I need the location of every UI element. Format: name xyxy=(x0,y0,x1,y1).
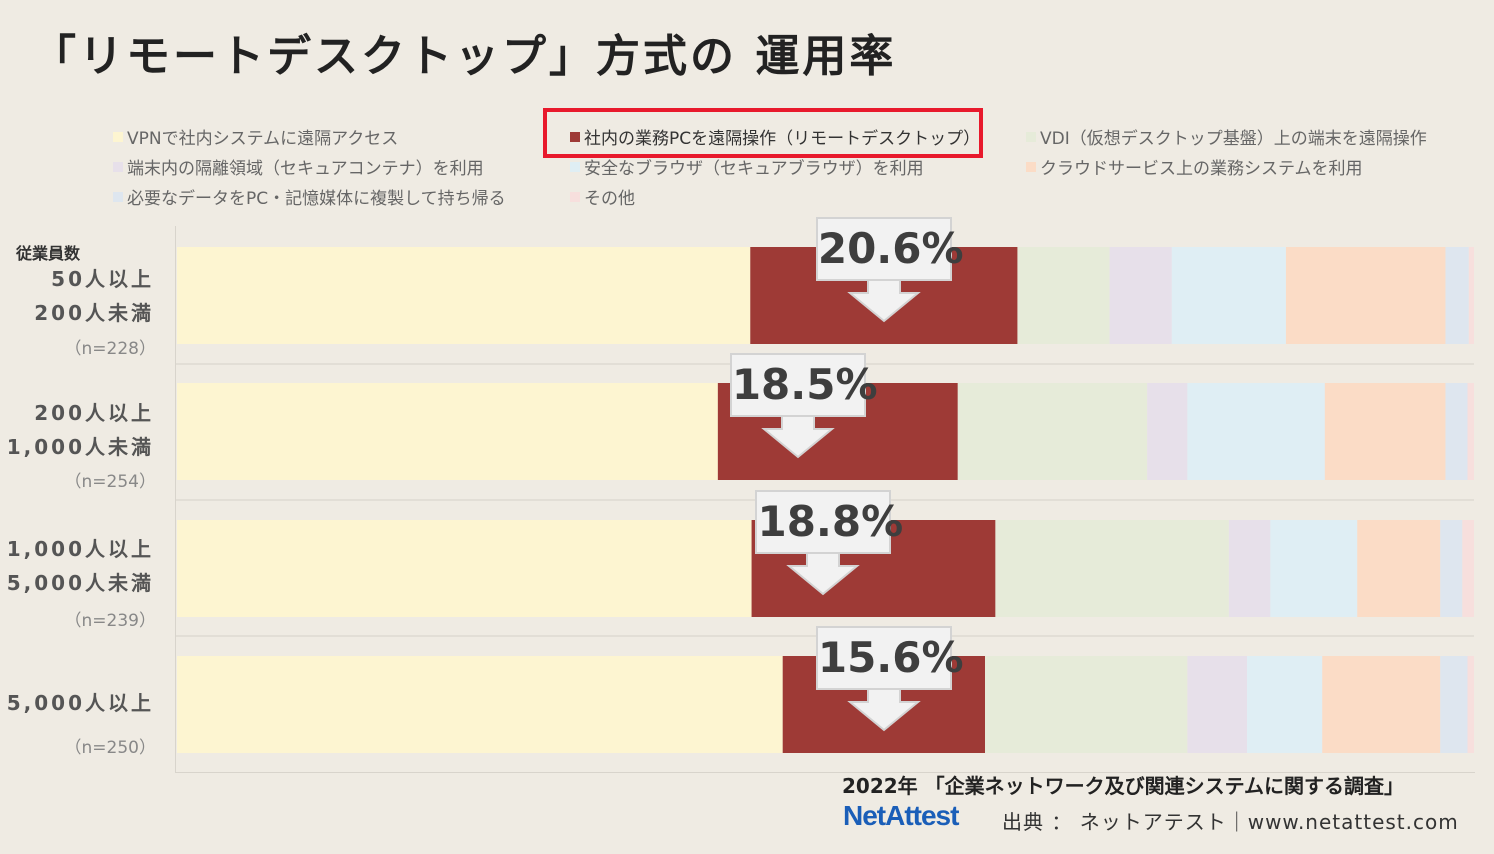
bar-segment xyxy=(1147,383,1188,480)
bar-segment xyxy=(1324,383,1446,480)
legend-label: その他 xyxy=(584,189,635,209)
bar-segment xyxy=(1228,520,1271,617)
category-line: 5,000人以上 xyxy=(6,691,154,715)
netattest-logo: NetAttest xyxy=(843,800,959,831)
legend-item-vpn: VPNで社内システムに遠隔アクセス xyxy=(113,124,398,149)
bar-segment xyxy=(985,656,1188,753)
legend-highlight-box xyxy=(543,108,983,158)
source-credit: 出典 ： ネットアテスト｜www.netattest.com xyxy=(1002,810,1459,834)
category-label: 1,000人以上 5,000人未満 xyxy=(7,532,154,600)
plot-area xyxy=(175,226,1475,773)
bar-segment xyxy=(1187,383,1325,480)
bar-segment xyxy=(1109,247,1172,344)
legend-swatch xyxy=(113,131,123,142)
bar-segment xyxy=(1445,247,1469,344)
survey-title: 2022年 「企業ネットワーク及び関連システムに関する調査」 xyxy=(842,774,1405,798)
bar-segment xyxy=(1187,656,1248,753)
category-line: 1,000人未満 xyxy=(6,435,154,459)
callout-value: 15.6% xyxy=(815,626,964,690)
legend-label: 社内の業務PCを遠隔操作（リモートデスクトップ） xyxy=(584,129,981,149)
category-label: 5,000人以上 xyxy=(7,686,154,720)
bar-segment xyxy=(1017,247,1110,344)
sample-size: （n=250） xyxy=(64,738,156,758)
legend-label: VDI（仮想デスクトップ基盤）上の端末を遠隔操作 xyxy=(1040,129,1427,149)
category-line: 5,000人未満 xyxy=(6,571,154,595)
bar-segment xyxy=(1467,383,1474,480)
category-line: 200人以上 xyxy=(34,401,154,425)
category-line: 200人未満 xyxy=(34,301,154,325)
legend-swatch xyxy=(1026,131,1036,142)
legend-item-other: その他 xyxy=(570,184,635,209)
category-line: 50人以上 xyxy=(51,267,154,291)
legend-label: 安全なブラウザ（セキュアブラウザ）を利用 xyxy=(584,159,924,179)
bar-segment xyxy=(1445,383,1468,480)
sample-size: （n=228） xyxy=(64,339,156,359)
value-callout: 20.6% xyxy=(815,217,964,323)
legend-item-secure-container: 端末内の隔離領域（セキュアコンテナ）を利用 xyxy=(113,154,484,179)
legend-item-secure-browser: 安全なブラウザ（セキュアブラウザ）を利用 xyxy=(570,154,924,179)
bar-segment xyxy=(1171,247,1286,344)
value-callout: 18.5% xyxy=(729,353,878,459)
legend-item-copy-data: 必要なデータをPC・記憶媒体に複製して持ち帰る xyxy=(113,184,506,209)
bar-segment xyxy=(1357,520,1441,617)
bar-segment xyxy=(1285,247,1446,344)
chart-title: 「リモートデスクトップ」方式の 運用率 xyxy=(32,31,897,82)
legend-swatch xyxy=(1026,161,1036,172)
legend-label: クラウドサービス上の業務システムを利用 xyxy=(1040,159,1363,179)
bar-segment xyxy=(1468,247,1474,344)
bar-segment xyxy=(1462,520,1474,617)
legend-item-cloud: クラウドサービス上の業務システムを利用 xyxy=(1026,154,1363,179)
legend-label: 必要なデータをPC・記憶媒体に複製して持ち帰る xyxy=(127,189,506,209)
legend-item-vdi: VDI（仮想デスクトップ基盤）上の端末を遠隔操作 xyxy=(1026,124,1427,149)
legend-swatch xyxy=(570,161,580,172)
value-callout: 18.8% xyxy=(755,490,903,596)
legend-label: VPNで社内システムに遠隔アクセス xyxy=(127,129,399,149)
callout-value: 18.5% xyxy=(729,353,878,417)
legend: VPNで社内システムに遠隔アクセス 社内の業務PCを遠隔操作（リモートデスクトッ… xyxy=(0,0,1494,210)
bar-segment xyxy=(1440,656,1468,753)
bar-segment xyxy=(1467,656,1474,753)
category-line: 1,000人以上 xyxy=(6,537,154,561)
value-callout: 15.6% xyxy=(815,626,964,732)
bar-segment xyxy=(957,383,1148,480)
legend-swatch xyxy=(570,191,580,202)
legend-swatch xyxy=(113,161,123,172)
bar-segment xyxy=(1322,656,1441,753)
bar-segment xyxy=(177,247,751,344)
legend-label: 端末内の隔離領域（セキュアコンテナ）を利用 xyxy=(127,159,484,179)
legend-swatch xyxy=(570,131,580,142)
bar-segment xyxy=(1440,520,1463,617)
bar-segment xyxy=(1270,520,1358,617)
bar-segment xyxy=(177,383,718,480)
bar-segment xyxy=(177,656,783,753)
sample-size: （n=239） xyxy=(64,611,156,631)
bar-segment xyxy=(1247,656,1323,753)
y-axis-title: 従業員数 xyxy=(16,244,81,263)
category-label: 50人以上 200人未満 xyxy=(34,262,154,330)
legend-item-remote-desktop: 社内の業務PCを遠隔操作（リモートデスクトップ） xyxy=(570,124,980,149)
callout-value: 20.6% xyxy=(815,217,964,281)
bar-segment xyxy=(177,520,752,617)
callout-value: 18.8% xyxy=(755,490,903,554)
category-label: 200人以上 1,000人未満 xyxy=(7,396,154,464)
legend-swatch xyxy=(113,191,123,202)
bar-segment xyxy=(995,520,1229,617)
sample-size: （n=254） xyxy=(64,472,156,492)
